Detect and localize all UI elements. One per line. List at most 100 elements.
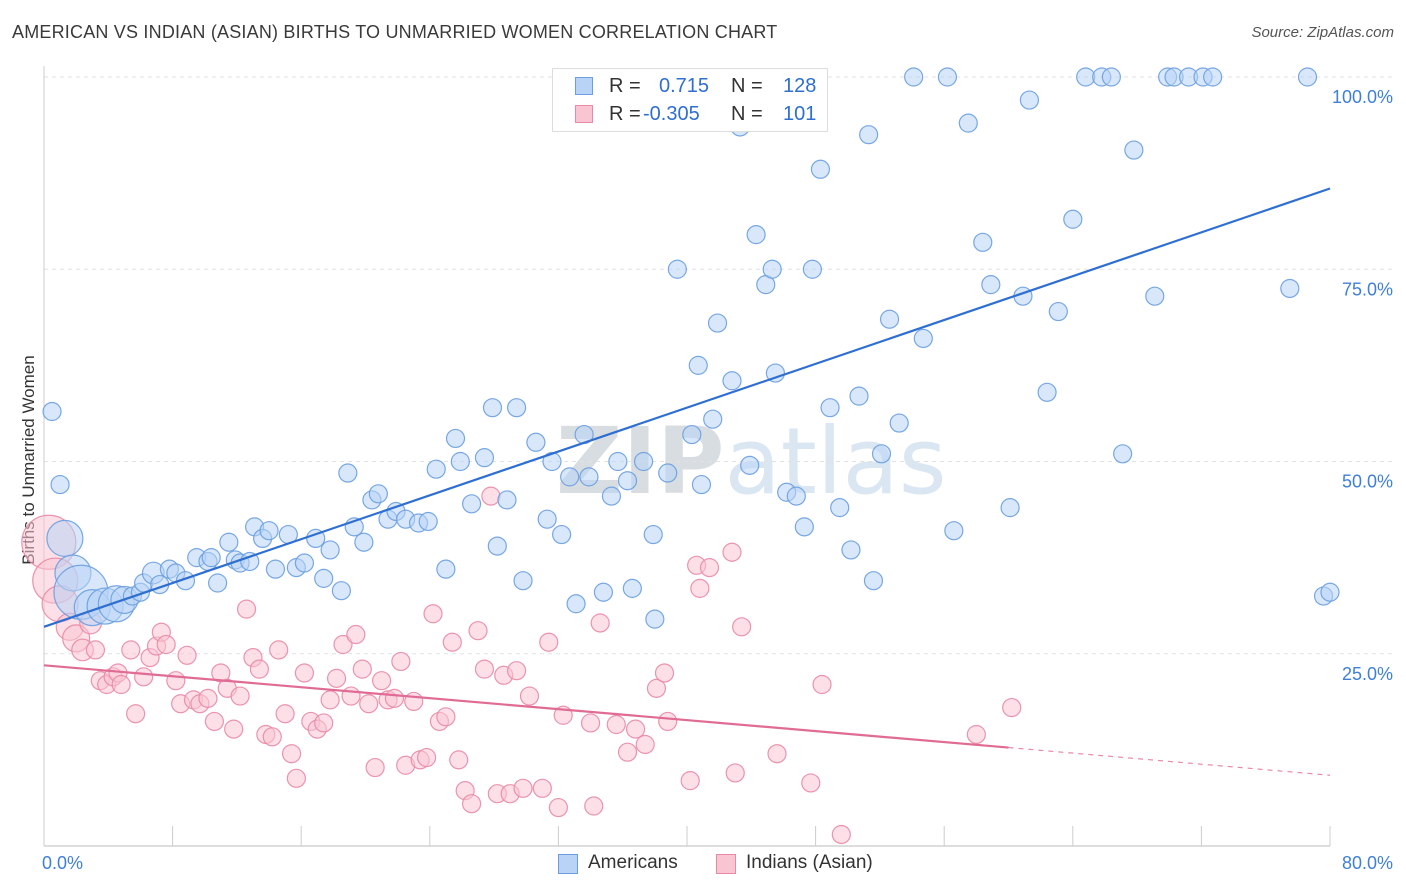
data-point: [794, 517, 814, 537]
data-point: [371, 671, 392, 691]
data-point: [474, 448, 495, 468]
data-point: [391, 651, 411, 672]
data-point: [707, 313, 728, 333]
data-point: [224, 719, 244, 739]
trend-line-indians: [43, 664, 1009, 749]
data-point: [1320, 582, 1340, 602]
data-point: [507, 398, 527, 418]
y-tick-label: 25.0%: [1342, 664, 1393, 684]
data-point: [384, 688, 405, 708]
data-point: [643, 524, 663, 545]
data-point: [617, 471, 638, 491]
data-point: [566, 594, 586, 614]
data-point: [617, 742, 638, 762]
data-point: [691, 474, 712, 495]
legend-swatch-americans: [575, 77, 593, 95]
legend-n-label: N =: [731, 75, 763, 97]
data-point: [331, 581, 351, 601]
data-point: [320, 540, 340, 560]
data-point: [177, 645, 197, 665]
data-point: [121, 640, 141, 660]
data-point: [166, 671, 186, 691]
data-point: [314, 568, 334, 588]
data-point: [294, 553, 315, 573]
data-point: [259, 521, 279, 541]
data-point: [333, 634, 353, 655]
data-point: [606, 714, 626, 735]
data-point: [767, 744, 787, 764]
data-point: [966, 724, 986, 745]
x-tick-label: 0.0%: [42, 853, 83, 873]
data-point: [542, 451, 562, 472]
legend-r-value: -0.305: [643, 103, 700, 125]
legend-n-value: 101: [783, 103, 817, 125]
data-point: [126, 704, 146, 724]
data-point: [680, 771, 700, 791]
data-point: [859, 125, 879, 145]
source-label: Source: ZipAtlas.com: [1251, 24, 1394, 41]
data-point: [722, 542, 742, 562]
data-point: [338, 463, 358, 483]
data-point: [746, 225, 766, 245]
data-point: [654, 663, 675, 683]
legend-n-label: N =: [731, 103, 763, 125]
data-point: [236, 599, 257, 619]
legend-label-americans: Americans: [588, 852, 678, 873]
data-point: [913, 328, 933, 349]
data-point: [487, 536, 507, 556]
data-point: [584, 796, 604, 816]
data-point: [519, 686, 540, 706]
data-point: [703, 409, 723, 429]
data-point: [658, 711, 678, 732]
data-point: [346, 624, 366, 645]
data-point: [442, 632, 462, 652]
data-point: [219, 532, 239, 552]
data-point: [1145, 286, 1165, 306]
data-point: [359, 694, 379, 714]
data-point: [269, 640, 289, 660]
data-point: [560, 467, 580, 487]
data-point: [1076, 67, 1096, 87]
data-point: [841, 540, 861, 560]
data-point: [482, 398, 503, 418]
data-point: [134, 667, 154, 687]
data-point: [275, 704, 295, 724]
data-point: [830, 498, 850, 518]
data-point: [111, 674, 131, 695]
legend-swatch-indians: [575, 105, 593, 123]
data-point: [265, 559, 286, 579]
legend-swatch-americans: [558, 854, 578, 874]
data-point: [1063, 209, 1083, 229]
data-point: [944, 521, 964, 541]
data-point: [85, 640, 106, 660]
legend-r-label: R =: [609, 75, 641, 97]
data-point: [1297, 67, 1318, 87]
data-point: [625, 719, 646, 739]
data-point: [423, 604, 443, 624]
data-point: [204, 711, 224, 732]
tick-labels: 25.0% 50.0% 75.0% 100.0% 0.0% 80.0%: [42, 87, 1393, 873]
data-point: [1203, 67, 1223, 87]
data-point: [725, 763, 745, 783]
data-point: [286, 768, 306, 788]
data-point: [474, 659, 495, 679]
legend-n-value: 128: [783, 75, 817, 97]
data-point: [513, 778, 533, 798]
data-point: [688, 355, 708, 375]
data-point: [1002, 697, 1022, 718]
data-point: [699, 558, 720, 578]
data-point: [889, 413, 909, 433]
data-point: [1124, 140, 1144, 160]
data-point: [507, 661, 527, 681]
data-point: [404, 691, 424, 712]
data-point: [497, 490, 517, 510]
data-point: [481, 486, 501, 506]
data-point: [722, 371, 742, 391]
data-point: [230, 686, 250, 706]
data-point: [461, 494, 482, 514]
data-point: [156, 634, 176, 655]
data-point: [590, 613, 610, 633]
data-point: [416, 747, 437, 768]
data-point: [526, 432, 546, 452]
data-point: [593, 582, 614, 602]
